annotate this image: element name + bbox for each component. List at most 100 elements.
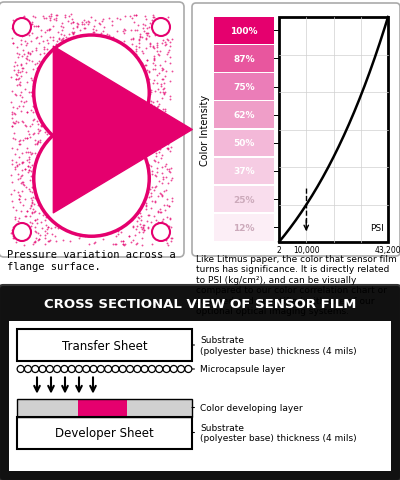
- Point: [18, 171, 25, 179]
- Point: [13, 118, 20, 125]
- Point: [132, 12, 139, 20]
- Point: [132, 43, 139, 51]
- Point: [36, 40, 42, 48]
- Point: [168, 177, 174, 184]
- Point: [132, 232, 138, 240]
- Point: [158, 40, 165, 48]
- Point: [18, 60, 24, 68]
- Point: [79, 32, 85, 39]
- Point: [150, 14, 156, 22]
- Point: [29, 77, 36, 85]
- Point: [18, 89, 24, 97]
- Point: [158, 208, 164, 216]
- Point: [162, 163, 168, 170]
- Point: [13, 71, 19, 78]
- Point: [28, 194, 34, 202]
- Point: [58, 24, 64, 31]
- Point: [161, 91, 168, 98]
- Point: [129, 216, 136, 224]
- Point: [162, 58, 168, 66]
- Point: [33, 47, 39, 55]
- Point: [43, 221, 49, 229]
- Point: [35, 24, 42, 31]
- Point: [38, 33, 44, 41]
- Point: [154, 97, 160, 105]
- Point: [97, 21, 103, 28]
- Point: [150, 57, 157, 65]
- Point: [40, 38, 47, 46]
- Point: [46, 237, 53, 244]
- Point: [161, 80, 167, 88]
- Point: [89, 30, 96, 37]
- Point: [23, 98, 30, 106]
- Point: [148, 132, 154, 139]
- Point: [148, 241, 155, 249]
- Point: [36, 235, 42, 243]
- Point: [27, 164, 33, 171]
- Point: [129, 224, 136, 231]
- Point: [36, 210, 42, 217]
- Point: [28, 161, 35, 169]
- Point: [22, 196, 28, 204]
- Point: [10, 104, 17, 112]
- Point: [162, 89, 168, 96]
- Point: [56, 36, 62, 43]
- Point: [15, 217, 22, 225]
- Point: [143, 30, 149, 38]
- Point: [23, 207, 30, 215]
- Point: [161, 90, 167, 97]
- Point: [152, 146, 158, 154]
- Point: [162, 106, 168, 114]
- Point: [14, 72, 20, 80]
- Circle shape: [34, 121, 149, 237]
- Point: [14, 146, 20, 154]
- Point: [11, 63, 17, 71]
- Point: [19, 94, 25, 101]
- Point: [16, 193, 23, 201]
- Point: [11, 67, 18, 74]
- Point: [21, 181, 27, 189]
- Point: [152, 172, 158, 180]
- Point: [152, 62, 158, 70]
- Point: [130, 36, 136, 44]
- Point: [38, 219, 44, 227]
- Point: [8, 197, 15, 205]
- Point: [120, 240, 126, 248]
- Point: [115, 231, 121, 239]
- Circle shape: [152, 224, 170, 241]
- Point: [27, 134, 34, 142]
- Point: [70, 19, 76, 27]
- Point: [154, 104, 160, 111]
- Point: [130, 35, 136, 43]
- Point: [74, 20, 80, 27]
- Point: [164, 145, 170, 153]
- Point: [148, 183, 155, 191]
- Point: [42, 231, 48, 239]
- Point: [160, 106, 166, 114]
- Point: [142, 16, 149, 24]
- Point: [36, 51, 43, 59]
- Point: [156, 205, 163, 213]
- Point: [9, 229, 15, 237]
- Point: [156, 120, 163, 128]
- Point: [34, 197, 41, 204]
- Point: [140, 222, 147, 229]
- Point: [165, 241, 171, 249]
- Point: [16, 215, 22, 222]
- Point: [52, 17, 59, 25]
- Point: [70, 32, 76, 39]
- Point: [137, 33, 144, 40]
- Point: [151, 32, 158, 40]
- Point: [28, 75, 34, 83]
- Point: [70, 29, 77, 37]
- Point: [120, 238, 126, 245]
- Point: [24, 134, 30, 142]
- Point: [23, 60, 29, 68]
- Point: [18, 149, 25, 157]
- Point: [18, 207, 25, 215]
- Point: [19, 65, 25, 72]
- Point: [165, 224, 172, 231]
- Point: [19, 179, 25, 187]
- Point: [28, 200, 35, 208]
- Point: [8, 123, 15, 131]
